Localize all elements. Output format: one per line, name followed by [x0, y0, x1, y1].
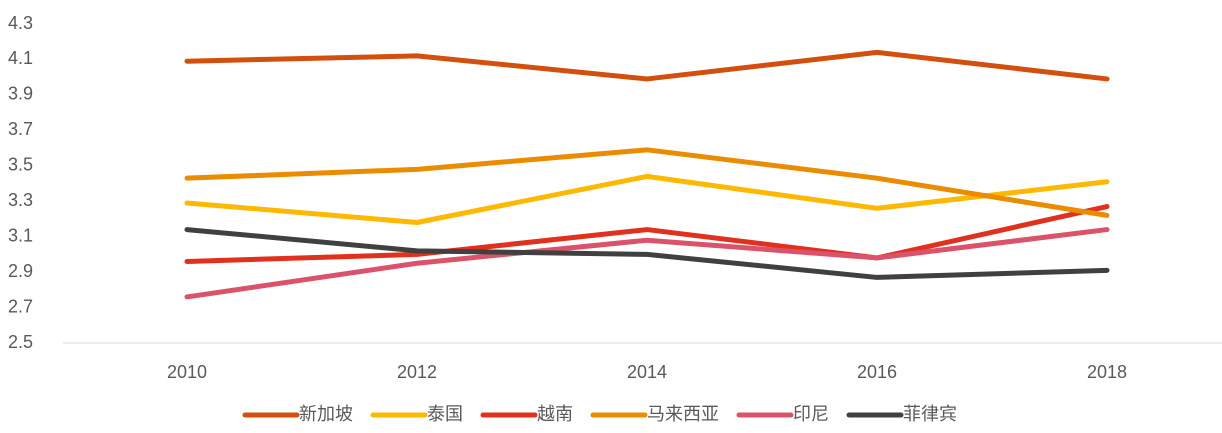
line-series	[184, 147, 1110, 218]
legend-label: 新加坡	[299, 404, 353, 424]
y-tick-label: 3.1	[8, 225, 33, 245]
y-tick-label: 2.5	[8, 332, 33, 352]
line-series	[184, 173, 1110, 225]
legend-label: 马来西亚	[647, 404, 719, 424]
x-tick-label: 2018	[1087, 362, 1127, 382]
line-series	[184, 227, 1110, 280]
line-series	[184, 204, 1110, 264]
y-tick-label: 2.7	[8, 296, 33, 316]
y-tick-label: 3.3	[8, 190, 33, 210]
x-tick-label: 2016	[857, 362, 897, 382]
x-tick-label: 2012	[397, 362, 437, 382]
x-tick-label: 2010	[167, 362, 207, 382]
y-tick-label: 2.9	[8, 261, 33, 281]
y-tick-label: 3.9	[8, 84, 33, 104]
y-tick-label: 3.7	[8, 119, 33, 139]
line-series	[184, 227, 1110, 300]
legend-label: 越南	[537, 404, 573, 424]
legend-label: 菲律宾	[903, 404, 957, 424]
y-tick-label: 4.1	[8, 48, 33, 68]
y-tick-label: 3.5	[8, 155, 33, 175]
line-series	[184, 49, 1110, 82]
y-tick-label: 4.3	[8, 13, 33, 33]
x-tick-label: 2014	[627, 362, 667, 382]
legend-label: 印尼	[793, 404, 829, 424]
legend-label: 泰国	[427, 404, 463, 424]
